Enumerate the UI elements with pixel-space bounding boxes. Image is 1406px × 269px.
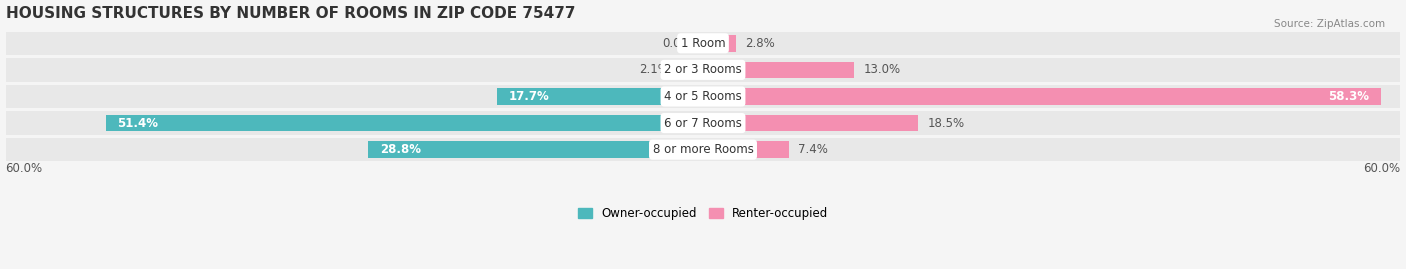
Bar [703, 62, 853, 78]
Bar [703, 141, 789, 158]
Text: 2.1%: 2.1% [640, 63, 669, 76]
Text: 7.4%: 7.4% [799, 143, 828, 156]
Bar [703, 88, 1381, 105]
Text: 51.4%: 51.4% [117, 116, 157, 130]
Text: 2.8%: 2.8% [745, 37, 775, 50]
Bar [703, 35, 735, 52]
Text: 60.0%: 60.0% [1364, 162, 1400, 175]
Text: 58.3%: 58.3% [1329, 90, 1369, 103]
Text: 2 or 3 Rooms: 2 or 3 Rooms [664, 63, 742, 76]
Text: 4 or 5 Rooms: 4 or 5 Rooms [664, 90, 742, 103]
Text: 17.7%: 17.7% [509, 90, 550, 103]
Text: HOUSING STRUCTURES BY NUMBER OF ROOMS IN ZIP CODE 75477: HOUSING STRUCTURES BY NUMBER OF ROOMS IN… [6, 6, 575, 20]
Bar [6, 85, 1400, 108]
Text: 28.8%: 28.8% [380, 143, 420, 156]
Text: 13.0%: 13.0% [863, 63, 900, 76]
Bar [679, 62, 703, 78]
Bar [6, 138, 1400, 161]
Text: 1 Room: 1 Room [681, 37, 725, 50]
Text: Source: ZipAtlas.com: Source: ZipAtlas.com [1274, 19, 1385, 29]
Bar [105, 115, 703, 131]
Bar [6, 31, 1400, 55]
Bar [703, 115, 918, 131]
Bar [6, 111, 1400, 135]
Text: 18.5%: 18.5% [928, 116, 965, 130]
Text: 8 or more Rooms: 8 or more Rooms [652, 143, 754, 156]
Bar [498, 88, 703, 105]
Text: 60.0%: 60.0% [6, 162, 42, 175]
Text: 6 or 7 Rooms: 6 or 7 Rooms [664, 116, 742, 130]
Bar [368, 141, 703, 158]
Legend: Owner-occupied, Renter-occupied: Owner-occupied, Renter-occupied [572, 203, 834, 225]
Bar [6, 58, 1400, 82]
Text: 0.0%: 0.0% [662, 37, 692, 50]
